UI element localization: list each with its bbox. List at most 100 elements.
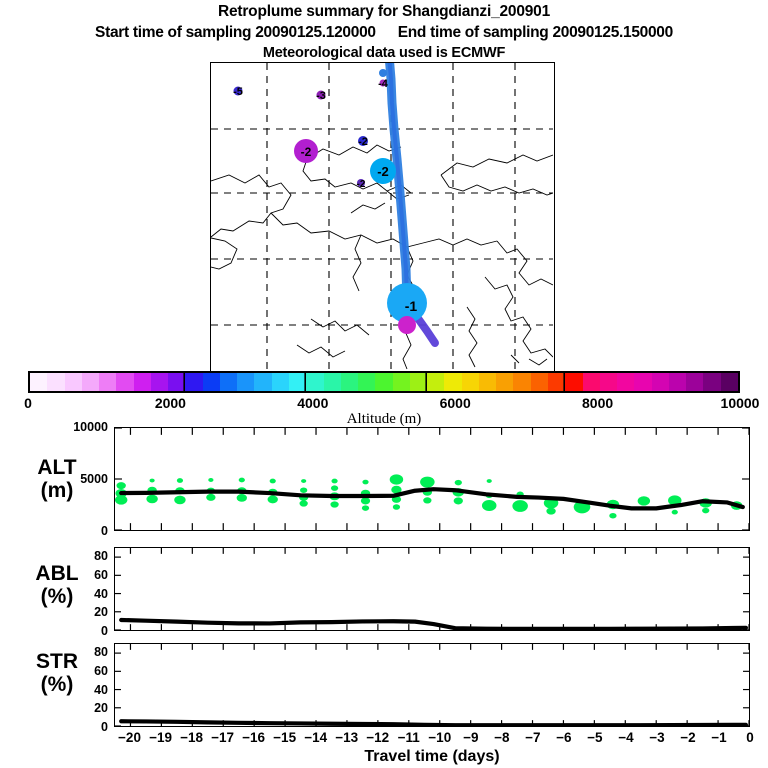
altitude-blob: [454, 479, 462, 486]
altitude-blob: [668, 495, 682, 506]
marker-label: -2: [357, 179, 366, 190]
altitude-blob: [453, 497, 463, 505]
altitude-blob: [300, 487, 308, 493]
abl-axis-label: ABL (%): [8, 562, 106, 608]
colorbar-segment: [47, 373, 65, 391]
x-tick-label: −2: [680, 730, 696, 745]
altitude-blob: [115, 495, 128, 505]
abl-plot-panel[interactable]: [114, 547, 750, 631]
alt-axis-label-line1: ALT: [37, 456, 77, 479]
x-tick-label: −10: [428, 730, 452, 745]
altitude-blob: [176, 478, 184, 483]
y-tick-label: 0: [101, 720, 108, 734]
x-tick-label: −13: [335, 730, 359, 745]
x-tick-label: −12: [366, 730, 390, 745]
alt-plot-panel[interactable]: [114, 427, 750, 531]
map-marker: [370, 158, 396, 184]
map-marker: [316, 90, 326, 100]
altitude-colorbar-group: 0 2000 4000 6000 8000 10000 Altitude (m): [24, 371, 759, 427]
map-marker: [357, 179, 365, 187]
travel-time-tick-labels: −20 −19 −18 −17 −16 −15 −14 −13 −12 −11 −10 −9 −8 −7−…: [0, 730, 768, 748]
xaxis-title: Travel time (days): [364, 748, 500, 765]
y-tick-label: 60: [94, 664, 108, 678]
colorbar-segment: [99, 373, 117, 391]
altitude-blob: [361, 505, 370, 511]
y-tick-label: 80: [94, 645, 108, 660]
colorbar-segment: [168, 373, 186, 391]
altitude-blob: [671, 509, 678, 515]
altitude-blob: [267, 495, 278, 504]
marker-labels: -5 -4 -3 -2 -2 -2 -2 -1: [233, 78, 417, 314]
colorbar-tick-label: 10000: [720, 395, 760, 411]
x-tick-label: −14: [304, 730, 328, 745]
colorbar-segment: [444, 373, 462, 391]
altitude-blob: [238, 477, 245, 483]
end-time-label: End time of sampling 20090125.150000: [397, 24, 674, 41]
x-tick-label: −6: [556, 730, 572, 745]
colorbar-segment: [582, 373, 600, 391]
y-tick-label: 10000: [73, 420, 108, 434]
colorbar-segment: [271, 373, 289, 391]
altitude-blob: [330, 485, 339, 491]
colorbar-segment: [81, 373, 100, 391]
marker-label: -2: [301, 145, 312, 159]
map-gridlines: [211, 63, 553, 370]
colorbar-segment: [219, 373, 238, 391]
altitude-blob: [362, 479, 369, 485]
altitude-blob: [116, 482, 126, 490]
abl-ytick-labels: 0 20 40 60 80: [64, 547, 108, 638]
map-marker: [387, 283, 427, 323]
str-plot-canvas: [115, 644, 749, 726]
colorbar-tick-label: 8000: [582, 395, 614, 411]
colorbar-segment: [617, 373, 635, 391]
x-tick-label: −7: [525, 730, 541, 745]
marker-label: -1: [405, 298, 418, 314]
colorbar-title: Altitude (m): [346, 411, 422, 427]
x-tick-label: −20: [118, 730, 141, 745]
altitude-blob: [481, 500, 497, 512]
colorbar-segment: [30, 373, 48, 391]
colorbar-segment: [202, 373, 220, 391]
colorbar-segment: [478, 373, 497, 391]
colorbar-tick-label: 6000: [439, 395, 471, 411]
altitude-blob: [389, 474, 404, 485]
altitude-blob: [149, 478, 155, 483]
colorbar-segment: [513, 373, 531, 391]
str-ytick-labels: 0 20 40 60 80: [64, 643, 108, 734]
map-marker: [379, 69, 387, 77]
marker-label: -2: [358, 136, 368, 148]
map-canvas: -5 -4 -3 -2 -2 -2 -2 -1: [211, 63, 553, 370]
series-line: [121, 489, 743, 508]
colorbar-segment: [116, 373, 134, 391]
map-marker: [398, 316, 416, 334]
colorbar-segment: [64, 373, 82, 391]
x-tick-label: −18: [180, 730, 203, 745]
colorbar-segment: [185, 373, 203, 391]
altitude-blob: [360, 497, 371, 505]
altitude-blob: [301, 479, 307, 484]
y-tick-label: 40: [94, 586, 108, 601]
colorbar-tick-label: 4000: [297, 395, 329, 411]
colorbar-segment: [375, 373, 393, 391]
x-tick-label: −4: [618, 730, 634, 745]
str-plot-panel[interactable]: [114, 643, 750, 727]
altitude-blob: [391, 485, 402, 494]
y-tick-label: 60: [94, 568, 108, 582]
altitude-blob: [637, 496, 651, 506]
altitude-blob: [486, 479, 492, 484]
marker-label: -3: [316, 90, 326, 102]
colorbar-segment: [392, 373, 410, 391]
altitude-blob: [269, 478, 276, 484]
colorbar-segment: [634, 373, 652, 391]
x-tick-label: −11: [397, 730, 420, 745]
x-tick-label: −5: [587, 730, 603, 745]
colorbar-segment: [720, 373, 738, 391]
colorbar-segment: [668, 373, 687, 391]
retroplume-map-panel[interactable]: -5 -4 -3 -2 -2 -2 -2 -1: [210, 62, 555, 372]
x-tick-label: −9: [463, 730, 479, 745]
y-tick-label: 80: [94, 549, 108, 564]
colorbar-segment: [288, 373, 307, 391]
altitude-colorbar[interactable]: [28, 371, 740, 393]
altitude-blob: [330, 501, 339, 508]
colorbar-tick-label: 2000: [154, 395, 186, 411]
